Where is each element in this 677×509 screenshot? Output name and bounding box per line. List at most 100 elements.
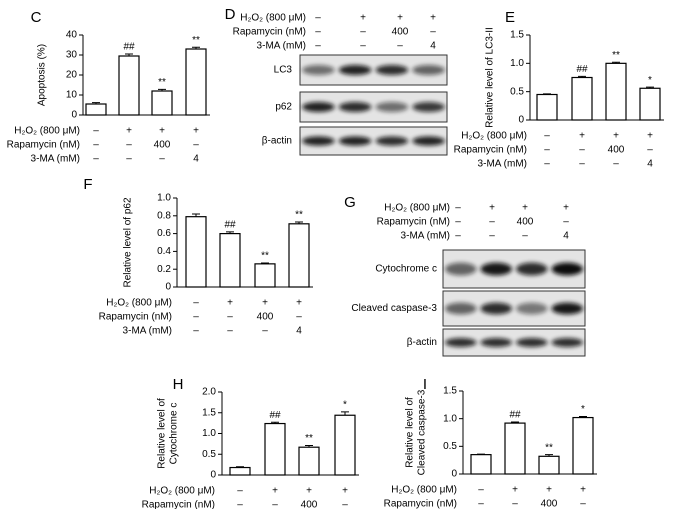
condition-mark: – bbox=[93, 126, 99, 137]
significance: ** bbox=[612, 50, 620, 61]
error-bar bbox=[341, 411, 349, 416]
condition-mark: + bbox=[342, 486, 348, 497]
condition-label: H₂O₂ (800 μM) bbox=[149, 486, 215, 497]
condition-mark: – bbox=[126, 154, 132, 165]
condition-mark: – bbox=[227, 326, 233, 337]
bar bbox=[504, 422, 526, 475]
condition-mark: + bbox=[296, 298, 302, 309]
bar bbox=[639, 87, 661, 121]
y-tick-label: 1.5 bbox=[510, 30, 524, 41]
significance: ** bbox=[192, 35, 200, 46]
y-tick-label: 0.4 bbox=[157, 246, 171, 257]
condition-mark: 400 bbox=[257, 312, 274, 323]
blot-row-label: β-actin bbox=[262, 136, 292, 147]
blot-band bbox=[515, 338, 548, 347]
condition-label: Rapamycin (nM) bbox=[384, 499, 457, 509]
error-bar bbox=[646, 86, 654, 89]
error-bar bbox=[543, 93, 551, 95]
blot-row-label: p62 bbox=[275, 102, 292, 113]
condition-label: H₂O₂ (800 μM) bbox=[106, 298, 172, 309]
significance: ## bbox=[224, 219, 236, 230]
condition-mark: + bbox=[272, 486, 278, 497]
condition-mark: 400 bbox=[608, 145, 625, 156]
condition-mark: + bbox=[647, 131, 653, 142]
condition-mark: – bbox=[360, 41, 366, 52]
condition-label: H₂O₂ (800 μM) bbox=[391, 485, 457, 496]
condition-mark: + bbox=[546, 485, 552, 496]
significance: ** bbox=[305, 433, 313, 444]
y-tick-label: 0 bbox=[451, 469, 457, 480]
blot-band bbox=[551, 302, 584, 315]
condition-mark: – bbox=[397, 41, 403, 52]
condition-mark: – bbox=[272, 500, 278, 509]
y-tick-label: 1.5 bbox=[202, 407, 216, 418]
y-tick-label: 0 bbox=[165, 282, 171, 293]
error-bar bbox=[226, 231, 234, 234]
bar bbox=[85, 103, 107, 116]
significance: ## bbox=[123, 42, 135, 53]
condition-label: Rapamycin (nM) bbox=[377, 217, 450, 228]
blot-band bbox=[338, 65, 372, 75]
condition-label: H₂O₂ (800 μM) bbox=[461, 131, 527, 142]
condition-mark: – bbox=[237, 486, 243, 497]
condition-label: Rapamycin (nM) bbox=[454, 145, 527, 156]
panel-label: F bbox=[83, 176, 92, 193]
bar bbox=[185, 216, 207, 288]
condition-mark: – bbox=[489, 217, 495, 228]
condition-label: H₂O₂ (800 μM) bbox=[14, 126, 80, 137]
error-bar bbox=[578, 75, 586, 78]
blot-band bbox=[375, 65, 409, 75]
condition-label: 3-MA (mM) bbox=[123, 326, 172, 337]
bar bbox=[219, 233, 241, 288]
condition-label: Rapamycin (nM) bbox=[233, 27, 306, 38]
y-tick-label: 30 bbox=[66, 50, 78, 61]
y-tick-label: 0.5 bbox=[202, 449, 216, 460]
condition-mark: – bbox=[315, 27, 321, 38]
blot-band bbox=[480, 262, 513, 276]
blot-band bbox=[302, 136, 335, 146]
y-axis-label: Apoptosis (%) bbox=[37, 44, 48, 106]
panel-label: D bbox=[225, 6, 236, 23]
condition-label: 3-MA (mM) bbox=[31, 154, 80, 165]
y-axis-label: Relative level of LC3-II bbox=[485, 27, 496, 128]
blot-band bbox=[444, 338, 477, 347]
error-bar bbox=[511, 421, 519, 424]
condition-mark: – bbox=[315, 41, 321, 52]
blot-band bbox=[480, 302, 513, 315]
condition-mark: – bbox=[315, 13, 321, 24]
condition-mark: – bbox=[647, 145, 653, 156]
condition-mark: + bbox=[579, 131, 585, 142]
bar bbox=[298, 446, 320, 476]
condition-mark: – bbox=[478, 499, 484, 509]
y-tick-label: 1.0 bbox=[202, 428, 216, 439]
condition-mark: – bbox=[193, 140, 199, 151]
condition-mark: – bbox=[237, 500, 243, 509]
bar bbox=[264, 422, 286, 476]
condition-mark: – bbox=[262, 326, 268, 337]
blot-band bbox=[412, 136, 445, 146]
condition-mark: 4 bbox=[563, 231, 569, 242]
panel-label: G bbox=[344, 194, 356, 211]
error-bar bbox=[158, 88, 166, 91]
bar bbox=[151, 90, 173, 116]
condition-mark: 400 bbox=[154, 140, 171, 151]
y-tick-label: 20 bbox=[66, 70, 78, 81]
y-tick-label: 0.6 bbox=[157, 228, 171, 239]
condition-mark: + bbox=[580, 485, 586, 496]
blot-row-label: Cleaved caspase-3 bbox=[351, 303, 437, 314]
error-bar bbox=[192, 213, 200, 217]
condition-mark: – bbox=[489, 231, 495, 242]
condition-mark: + bbox=[193, 126, 199, 137]
condition-mark: – bbox=[126, 140, 132, 151]
condition-label: H₂O₂ (800 μM) bbox=[384, 203, 450, 214]
condition-mark: – bbox=[580, 499, 586, 509]
condition-mark: – bbox=[455, 203, 461, 214]
y-axis-label: Relative level of p62 bbox=[123, 197, 134, 287]
error-bar bbox=[305, 445, 313, 448]
condition-mark: – bbox=[193, 298, 199, 309]
significance: ** bbox=[295, 210, 303, 221]
condition-label: 3-MA (mM) bbox=[257, 41, 306, 52]
condition-mark: + bbox=[262, 298, 268, 309]
blot-band bbox=[375, 102, 409, 112]
y-tick-label: 0.2 bbox=[157, 264, 171, 275]
